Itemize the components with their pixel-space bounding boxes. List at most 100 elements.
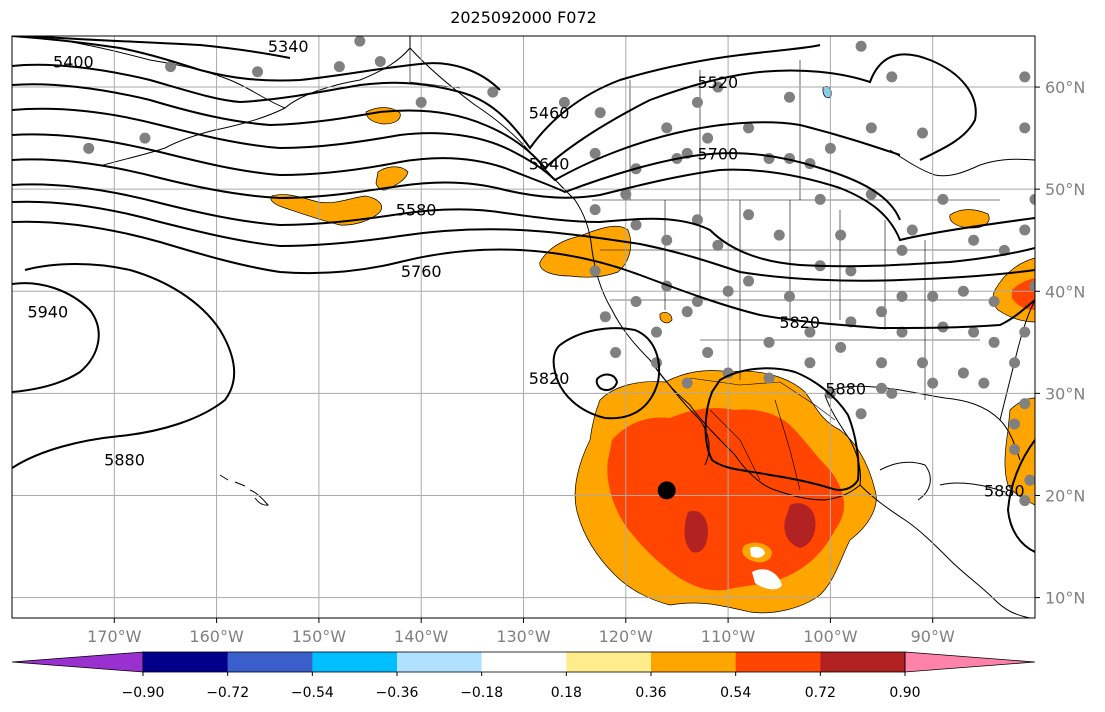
- border-mexico-states: [709, 399, 801, 491]
- station-dot: [681, 306, 693, 318]
- contour-label: 5880: [104, 451, 145, 470]
- anomaly-region-negative: [822, 86, 832, 99]
- station-dot: [589, 147, 601, 159]
- station-dot: [865, 188, 877, 200]
- contour-5460: [12, 44, 821, 150]
- coastlines: [59, 36, 1035, 618]
- station-dot: [957, 285, 969, 297]
- contour-label: 5520: [698, 73, 739, 92]
- colorbar-frame: [142, 651, 906, 673]
- colorbar-segment: [566, 652, 652, 672]
- station-dot: [610, 347, 622, 359]
- coast-hudson: [889, 149, 1035, 177]
- station-dot: [1009, 418, 1021, 430]
- station-dot: [691, 96, 703, 108]
- contour-label: 5940: [27, 303, 68, 322]
- colorbar-segment: [820, 652, 906, 672]
- station-dot: [896, 326, 908, 338]
- station-dot: [354, 36, 366, 47]
- station-dot: [599, 311, 611, 323]
- station-dot: [594, 107, 606, 119]
- colorbar: −0.90 −0.72 −0.54 −0.36 −0.18 0.18 0.36 0.54 0.7…: [11, 651, 1036, 701]
- contour-5640: [12, 133, 901, 221]
- lon-tick-label: 120°W: [599, 627, 654, 646]
- lon-tick-label: 140°W: [394, 627, 449, 646]
- station-dot: [988, 336, 1000, 348]
- station-dot: [876, 382, 888, 394]
- station-dot: [333, 61, 345, 73]
- colorbar-tick-label: −0.90: [122, 685, 165, 701]
- anomaly-region-small-nv: [659, 312, 673, 324]
- contour-5700: [12, 158, 1035, 242]
- station-dot: [1019, 122, 1031, 134]
- lat-tick-label: 30°N: [1045, 384, 1085, 403]
- center-marker: [657, 481, 676, 500]
- lat-tick-label: 50°N: [1045, 180, 1085, 199]
- station-dot: [630, 295, 642, 307]
- station-dot: [139, 132, 151, 144]
- station-dot: [374, 56, 386, 68]
- station-dot: [845, 265, 857, 277]
- height-contours: [12, 36, 1035, 553]
- longitude-axis: 170°W 160°W 150°W 140°W 130°W 120°W 110°W 100°W…: [87, 618, 955, 646]
- coast-central-america: [859, 484, 1031, 618]
- station-dot: [691, 214, 703, 226]
- station-dot: [835, 229, 847, 241]
- contour-label: 5820: [779, 313, 820, 332]
- station-dot: [916, 357, 928, 369]
- colorbar-extend-high: [904, 651, 1036, 673]
- latitude-axis: 10°N 20°N 30°N 40°N 50°N 60°N: [1035, 78, 1085, 608]
- station-dot: [988, 295, 1000, 307]
- station-dot: [927, 290, 939, 302]
- lon-tick-label: 90°W: [911, 627, 955, 646]
- station-dot: [165, 61, 177, 73]
- station-dot: [978, 377, 990, 389]
- colorbar-segment: [481, 652, 567, 672]
- lon-tick-label: 160°W: [189, 627, 244, 646]
- coast-mexico-west: [689, 404, 861, 501]
- station-dot: [1019, 495, 1031, 507]
- station-dot: [589, 265, 601, 277]
- anomaly-region-east-coast-core: [1012, 278, 1035, 310]
- station-dot: [1029, 193, 1035, 205]
- station-dot: [252, 66, 264, 78]
- lat-tick-label: 20°N: [1045, 486, 1085, 505]
- contour-label: 5760: [401, 262, 442, 281]
- colorbar-tick-label: 0.54: [720, 685, 751, 701]
- station-dot: [886, 387, 898, 399]
- contour-5880-mexico: [704, 367, 860, 491]
- station-dot: [896, 290, 908, 302]
- contour-5820-small: [595, 373, 619, 391]
- station-dot: [661, 122, 673, 134]
- station-dot: [1019, 224, 1031, 236]
- contour-5790: [12, 200, 1035, 282]
- station-dot: [661, 234, 673, 246]
- anomaly-region-072-a: [684, 510, 708, 553]
- contour-label: 5640: [529, 155, 570, 174]
- colorbar-tick-label: 0.72: [805, 685, 836, 701]
- contour-labels: 5340 5400 5460 5520 5640 5700 5580 5760 5820 5820…: [27, 37, 1025, 500]
- contour-label: 5880: [984, 481, 1025, 500]
- anomaly-region-gulf-alaska: [270, 194, 382, 226]
- colorbar-segment: [227, 652, 313, 672]
- border-us-mexico: [689, 377, 836, 421]
- colorbar-tick-label: 0.36: [635, 685, 666, 701]
- station-dot: [865, 122, 877, 134]
- station-dot: [1029, 280, 1035, 292]
- graticule: [12, 36, 1035, 618]
- station-dot: [783, 290, 795, 302]
- contour-label: 5460: [529, 104, 570, 123]
- station-dot: [814, 193, 826, 205]
- colorbar-tick-label: 0.90: [889, 685, 920, 701]
- colorbar-segment: [735, 652, 821, 672]
- station-dot: [712, 81, 724, 93]
- station-dot: [763, 372, 775, 384]
- station-dot: [1019, 71, 1031, 83]
- contour-5580: [12, 107, 901, 182]
- anomaly-hole-inner: [750, 546, 765, 558]
- station-dot: [876, 357, 888, 369]
- station-dot: [773, 229, 785, 241]
- lat-tick-label: 40°N: [1045, 282, 1085, 301]
- contour-5400: [12, 36, 501, 91]
- colorbar-segment: [143, 652, 229, 672]
